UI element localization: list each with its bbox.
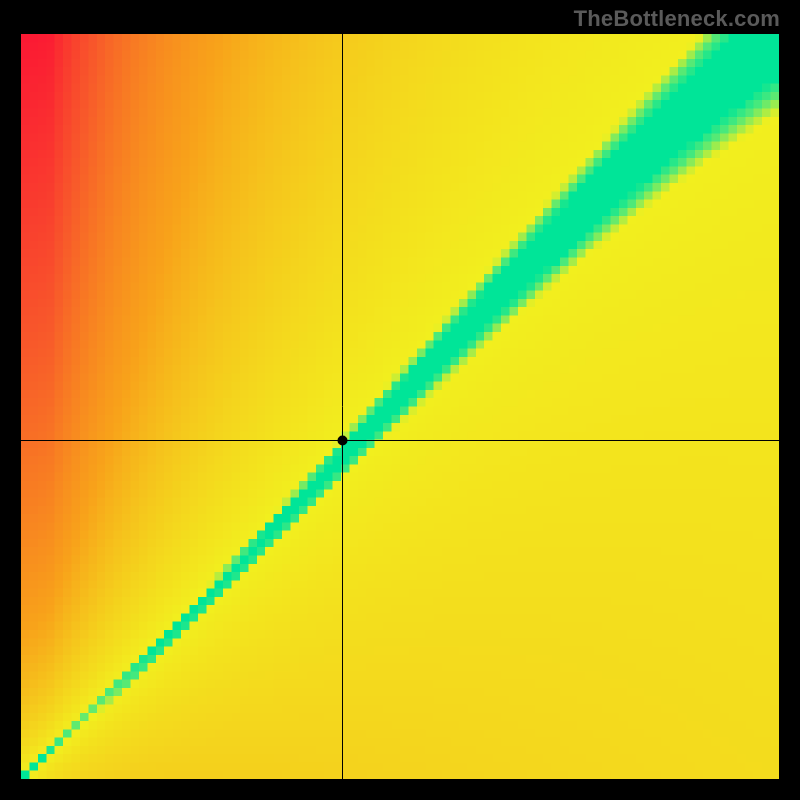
watermark-label: TheBottleneck.com — [574, 6, 780, 32]
bottleneck-heatmap — [21, 34, 779, 779]
crosshair-overlay — [21, 34, 779, 779]
